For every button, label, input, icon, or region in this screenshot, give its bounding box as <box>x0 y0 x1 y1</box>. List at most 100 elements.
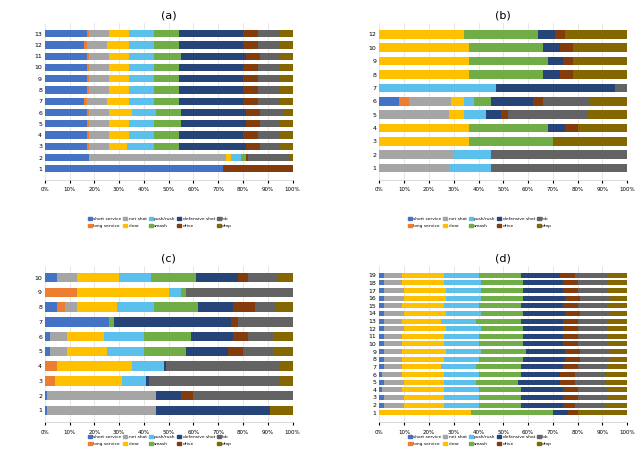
Bar <box>607 326 627 331</box>
Bar <box>605 372 627 377</box>
Bar <box>238 273 248 282</box>
Bar <box>615 84 627 92</box>
Bar <box>50 332 67 341</box>
Bar <box>90 75 109 83</box>
Bar <box>186 347 228 356</box>
Bar <box>181 391 193 400</box>
Bar <box>520 273 560 278</box>
Bar <box>575 403 605 408</box>
Legend: short service, long service, net shot, clear, push/rush, smash, defensive shot, : short service, long service, net shot, c… <box>406 434 554 448</box>
Bar <box>179 64 243 71</box>
Bar <box>255 302 275 312</box>
Bar <box>246 143 260 150</box>
Bar <box>560 372 575 377</box>
Bar <box>560 44 573 52</box>
Bar <box>280 86 292 94</box>
Bar <box>578 319 607 324</box>
Bar <box>154 98 179 105</box>
Bar <box>109 86 129 94</box>
Bar <box>119 273 152 282</box>
Bar <box>230 154 241 161</box>
Bar <box>523 296 565 301</box>
Bar <box>382 387 402 392</box>
Bar <box>179 98 243 105</box>
Bar <box>520 364 563 369</box>
Bar <box>152 273 196 282</box>
Bar <box>258 131 280 139</box>
Bar <box>578 334 607 339</box>
Bar <box>154 302 198 312</box>
Bar <box>380 84 496 92</box>
Bar <box>129 131 154 139</box>
Bar <box>580 311 610 316</box>
Bar <box>154 75 179 83</box>
Bar <box>57 302 65 312</box>
Bar <box>481 311 523 316</box>
Bar <box>87 75 90 83</box>
Bar <box>154 41 179 49</box>
Bar <box>45 86 87 94</box>
Bar <box>278 273 292 282</box>
Bar <box>491 164 627 173</box>
Bar <box>45 317 109 327</box>
Bar <box>87 64 90 71</box>
Bar <box>248 273 278 282</box>
Bar <box>380 151 454 159</box>
Bar <box>468 70 543 79</box>
Bar <box>385 349 402 354</box>
Bar <box>385 296 404 301</box>
Bar <box>402 280 444 285</box>
Bar <box>481 288 523 293</box>
Bar <box>543 44 560 52</box>
Bar <box>90 64 109 71</box>
Bar <box>223 165 292 173</box>
Title: (d): (d) <box>495 253 511 263</box>
Bar <box>479 273 520 278</box>
Bar <box>109 30 129 37</box>
Bar <box>67 347 107 356</box>
Bar <box>610 311 627 316</box>
Bar <box>87 109 90 116</box>
Bar <box>479 341 523 347</box>
Bar <box>463 110 486 119</box>
Bar <box>563 319 578 324</box>
Bar <box>169 287 181 297</box>
Bar <box>258 98 280 105</box>
Bar <box>87 53 90 60</box>
Bar <box>399 97 409 106</box>
Bar <box>226 154 230 161</box>
Bar <box>444 334 479 339</box>
Bar <box>578 326 607 331</box>
Bar <box>258 41 280 49</box>
Bar <box>87 98 107 105</box>
Bar <box>385 395 404 400</box>
Bar <box>518 380 560 385</box>
Bar <box>590 97 627 106</box>
Bar <box>444 357 479 362</box>
Bar <box>402 372 444 377</box>
Bar <box>402 349 446 354</box>
Bar <box>154 86 179 94</box>
Bar <box>605 403 627 408</box>
Bar <box>45 109 87 116</box>
Bar <box>45 332 50 341</box>
Bar <box>568 410 578 415</box>
Bar <box>580 296 610 301</box>
Bar <box>468 57 548 66</box>
Bar <box>260 109 283 116</box>
Bar <box>380 97 399 106</box>
Bar <box>402 334 444 339</box>
Bar <box>77 273 119 282</box>
Bar <box>45 131 87 139</box>
Bar <box>446 288 481 293</box>
Bar <box>260 143 280 150</box>
Bar <box>109 53 129 60</box>
Bar <box>385 273 402 278</box>
Bar <box>129 64 154 71</box>
Bar <box>444 380 476 385</box>
Bar <box>404 403 444 408</box>
Bar <box>380 70 468 79</box>
Bar <box>243 86 258 94</box>
Bar <box>258 86 280 94</box>
Bar <box>280 376 292 386</box>
